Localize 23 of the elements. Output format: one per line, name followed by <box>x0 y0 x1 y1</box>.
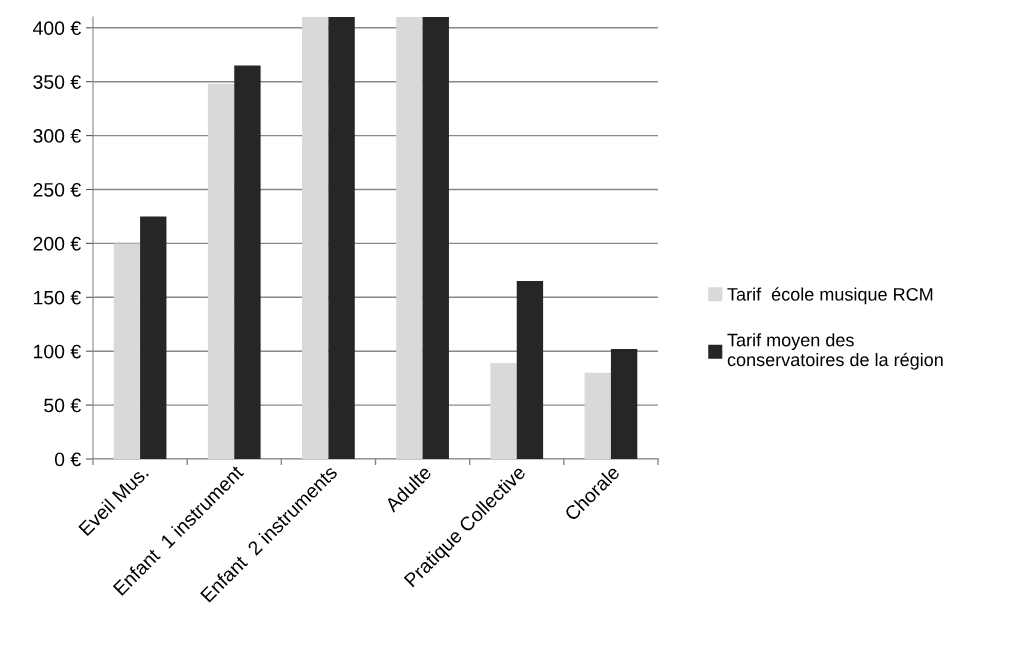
bar <box>234 65 261 459</box>
bar <box>584 372 611 459</box>
y-tick-label: 100 € <box>34 344 81 359</box>
bar <box>422 17 449 459</box>
legend-label: Tarif moyen des conservatoires de la région <box>727 333 943 370</box>
y-tick-label: 200 € <box>33 236 81 251</box>
bar <box>396 17 423 459</box>
bar <box>516 281 544 459</box>
bar <box>113 243 141 459</box>
bar <box>490 363 517 459</box>
y-tick-label: 350 € <box>33 75 81 89</box>
y-tick-label: 400 € <box>32 21 81 36</box>
y-tick-label: 300 € <box>33 129 81 143</box>
y-tick-label: 0 € <box>54 452 81 467</box>
y-tick-label: 250 € <box>33 182 81 197</box>
bar <box>140 216 167 459</box>
bar <box>207 83 235 459</box>
y-tick-label: 150 € <box>34 290 81 305</box>
bar <box>610 349 638 459</box>
y-tick-label: 50 € <box>44 398 81 413</box>
legend-label: Tarif école musique RCM <box>727 287 933 305</box>
bar <box>302 17 329 459</box>
bar <box>328 17 355 459</box>
